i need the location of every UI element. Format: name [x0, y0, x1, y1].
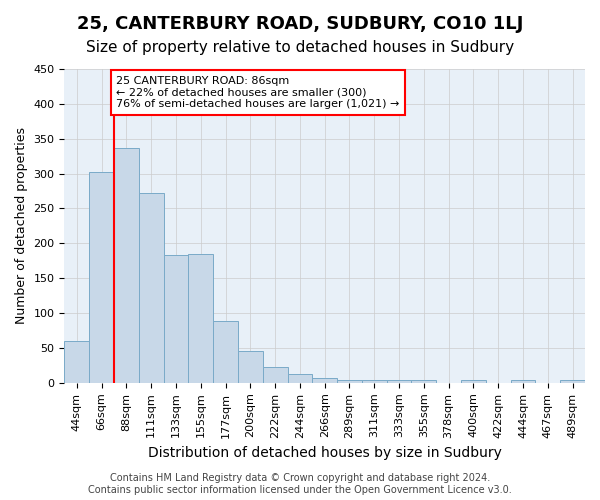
Bar — [337, 380, 362, 383]
Bar — [511, 380, 535, 383]
Text: Contains HM Land Registry data © Crown copyright and database right 2024.
Contai: Contains HM Land Registry data © Crown c… — [88, 474, 512, 495]
Bar — [287, 374, 313, 383]
Bar — [139, 193, 164, 383]
Bar — [461, 380, 486, 383]
Bar — [386, 380, 412, 383]
Bar — [213, 322, 238, 383]
Bar — [238, 352, 263, 383]
Bar — [412, 380, 436, 383]
Bar — [89, 172, 114, 383]
Bar — [263, 368, 287, 383]
Text: 25, CANTERBURY ROAD, SUDBURY, CO10 1LJ: 25, CANTERBURY ROAD, SUDBURY, CO10 1LJ — [77, 15, 523, 33]
Bar — [188, 254, 213, 383]
Bar — [362, 380, 386, 383]
Bar — [64, 341, 89, 383]
X-axis label: Distribution of detached houses by size in Sudbury: Distribution of detached houses by size … — [148, 446, 502, 460]
Text: Size of property relative to detached houses in Sudbury: Size of property relative to detached ho… — [86, 40, 514, 55]
Bar — [114, 148, 139, 383]
Bar — [560, 380, 585, 383]
Y-axis label: Number of detached properties: Number of detached properties — [15, 128, 28, 324]
Text: 25 CANTERBURY ROAD: 86sqm
← 22% of detached houses are smaller (300)
76% of semi: 25 CANTERBURY ROAD: 86sqm ← 22% of detac… — [116, 76, 400, 109]
Bar — [313, 378, 337, 383]
Bar — [164, 254, 188, 383]
